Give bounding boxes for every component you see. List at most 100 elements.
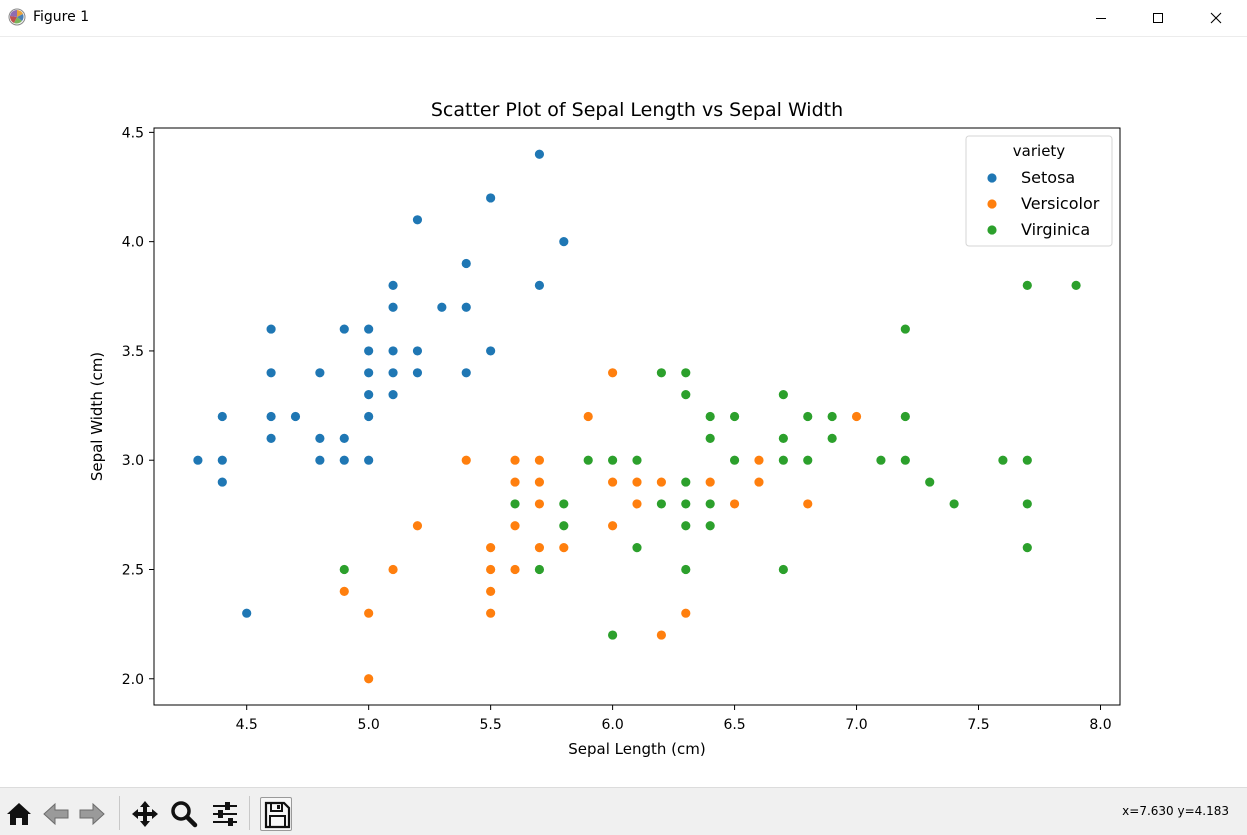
data-point-setosa	[412, 345, 423, 357]
data-point-setosa	[534, 279, 545, 291]
scatter-chart: Scatter Plot of Sepal Length vs Sepal Wi…	[88, 99, 1121, 758]
data-point-setosa	[412, 214, 423, 226]
data-point-virginica	[704, 411, 716, 422]
chart-legend: variety Setosa Versicolor Virginica	[965, 135, 1113, 247]
legend-title: variety	[1013, 142, 1066, 160]
close-icon	[1210, 12, 1222, 24]
data-point-setosa	[460, 301, 472, 313]
data-point-setosa	[216, 454, 228, 466]
data-point-setosa	[363, 389, 375, 401]
data-point-virginica	[1021, 279, 1033, 291]
window-titlebar: Figure 1	[0, 0, 1247, 37]
configure-subplots-button[interactable]	[209, 797, 241, 831]
data-point-versicolor	[558, 542, 570, 554]
data-point-virginica	[582, 454, 594, 466]
home-button[interactable]	[3, 797, 35, 831]
data-point-versicolor	[509, 564, 521, 575]
data-point-virginica	[631, 542, 643, 554]
x-axis-label: Sepal Length (cm)	[568, 740, 705, 758]
maximize-button[interactable]	[1135, 0, 1181, 36]
data-point-setosa	[265, 411, 277, 422]
toolbar-separator	[249, 796, 250, 830]
data-point-versicolor	[509, 454, 521, 466]
forward-button[interactable]	[76, 797, 108, 831]
data-point-setosa	[363, 345, 375, 357]
x-tick-label: 4.5	[236, 717, 258, 733]
back-button[interactable]	[40, 797, 72, 831]
y-tick-label: 3.0	[122, 453, 144, 469]
data-point-setosa	[241, 607, 253, 619]
back-arrow-icon	[43, 802, 69, 826]
data-point-virginica	[680, 564, 692, 575]
data-point-setosa	[216, 476, 228, 488]
chart-title: Scatter Plot of Sepal Length vs Sepal Wi…	[431, 99, 843, 121]
data-point-versicolor	[485, 607, 497, 619]
data-point-virginica	[777, 454, 789, 466]
data-point-versicolor	[631, 476, 643, 488]
data-point-virginica	[704, 432, 716, 444]
data-point-virginica	[607, 629, 619, 641]
data-point-virginica	[948, 498, 960, 510]
data-point-versicolor	[338, 585, 350, 597]
data-point-virginica	[558, 498, 570, 510]
data-point-versicolor	[680, 607, 692, 619]
data-point-virginica	[680, 498, 692, 510]
figure-canvas[interactable]: Scatter Plot of Sepal Length vs Sepal Wi…	[0, 37, 1247, 787]
y-tick-label: 4.0	[122, 235, 144, 251]
minimize-icon	[1096, 18, 1106, 19]
data-point-versicolor	[607, 520, 619, 532]
data-point-virginica	[899, 454, 911, 466]
y-tick-label: 4.5	[122, 125, 144, 141]
data-point-versicolor	[802, 498, 814, 510]
x-tick-label: 6.5	[723, 717, 745, 733]
x-axis-ticks: 4.5 5.0 5.5 6.0 6.5 7.0 7.5 8.0	[236, 705, 1112, 733]
data-point-versicolor	[363, 673, 375, 685]
forward-arrow-icon	[79, 802, 105, 826]
data-point-versicolor	[753, 454, 765, 466]
data-point-virginica	[509, 498, 521, 510]
data-point-virginica	[899, 323, 911, 335]
data-point-versicolor	[607, 476, 619, 488]
data-point-versicolor	[387, 564, 399, 575]
x-tick-label: 5.0	[358, 717, 380, 733]
maximize-icon	[1153, 13, 1163, 23]
data-point-virginica	[924, 476, 936, 488]
save-disk-icon	[264, 801, 291, 829]
x-tick-label: 7.0	[845, 717, 867, 733]
pan-move-icon	[132, 801, 158, 827]
data-point-setosa	[363, 323, 375, 335]
data-point-versicolor	[534, 542, 545, 554]
pan-button[interactable]	[129, 797, 161, 831]
toolbar-separator	[119, 796, 120, 830]
data-point-setosa	[216, 411, 228, 422]
data-point-setosa	[338, 323, 350, 335]
data-point-virginica	[875, 454, 887, 466]
save-button[interactable]	[260, 797, 292, 831]
data-point-versicolor	[485, 542, 497, 554]
data-point-virginica	[802, 411, 814, 422]
y-tick-label: 2.0	[122, 672, 144, 688]
data-point-setosa	[534, 148, 545, 160]
data-point-setosa	[363, 454, 375, 466]
data-point-virginica	[777, 432, 789, 444]
data-point-setosa	[387, 389, 399, 401]
navigation-toolbar: x=7.630 y=4.183	[0, 787, 1247, 835]
data-point-setosa	[485, 345, 497, 357]
data-point-virginica	[655, 367, 667, 379]
data-point-versicolor	[655, 476, 667, 488]
data-point-versicolor	[412, 520, 423, 532]
data-point-setosa	[412, 367, 423, 379]
y-axis-ticks: 2.0 2.5 3.0 3.5 4.0 4.5	[122, 125, 154, 688]
legend-entries: Setosa Versicolor Virginica	[986, 168, 1100, 239]
minimize-button[interactable]	[1078, 0, 1124, 36]
zoom-button[interactable]	[168, 797, 200, 831]
close-button[interactable]	[1193, 0, 1239, 36]
data-point-setosa	[314, 454, 326, 466]
data-point-versicolor	[704, 476, 716, 488]
data-point-versicolor	[485, 585, 497, 597]
y-tick-label: 2.5	[122, 562, 144, 578]
y-tick-label: 3.5	[122, 344, 144, 360]
x-tick-label: 6.0	[601, 717, 623, 733]
data-point-setosa	[363, 367, 375, 379]
data-point-versicolor	[607, 367, 619, 379]
